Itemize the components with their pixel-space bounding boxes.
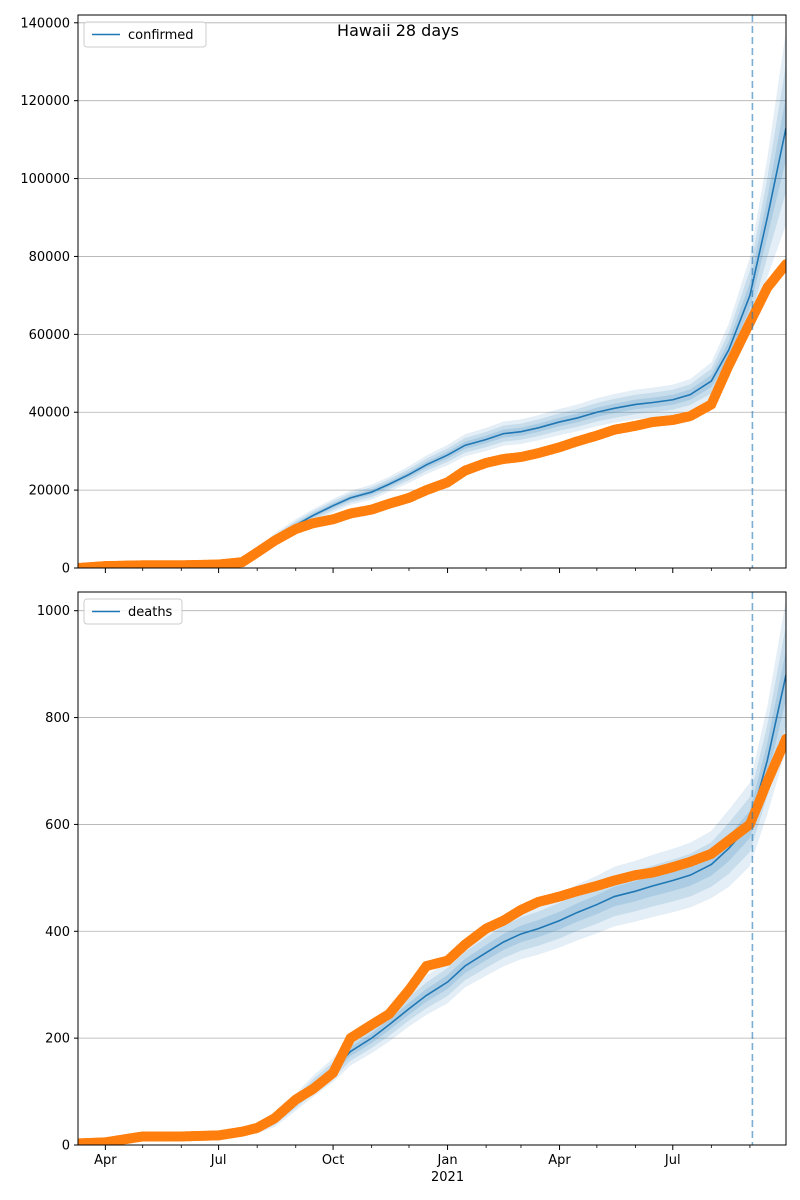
y-tick-label: 200 (45, 1032, 70, 1047)
legend-box (83, 21, 207, 48)
axes-frame (77, 591, 787, 1146)
legend: deaths (83, 598, 183, 625)
forecast-bands (78, 31, 786, 568)
confidence-band (78, 31, 786, 568)
confidence-band (78, 625, 786, 1145)
legend-label: deaths (128, 605, 173, 620)
plot-area (78, 599, 786, 1145)
y-tick-label: 400 (45, 925, 70, 940)
confidence-band (78, 95, 786, 568)
figure-title: Hawaii 28 days (337, 21, 459, 40)
y-tick-label: 0 (62, 1139, 70, 1154)
y-tick-label: 120000 (20, 94, 70, 109)
y-tick-label: 1000 (37, 604, 70, 619)
observed-series (78, 733, 786, 1145)
x-tick-label: Apr (94, 1153, 117, 1168)
x-tick-label: Jan (437, 1153, 458, 1168)
x-tick-label: Oct (322, 1153, 344, 1168)
y-tick-label: 800 (45, 711, 70, 726)
y-tick-label: 100000 (20, 172, 70, 187)
x-tick-label: Apr (548, 1153, 571, 1168)
plot-area (78, 31, 786, 568)
y-tick-label: 80000 (29, 250, 70, 265)
forecast-bands (78, 599, 786, 1145)
axes-frame (77, 14, 787, 569)
x-tick-label: Jul (210, 1153, 227, 1168)
y-tick-label: 40000 (29, 406, 70, 421)
confirmed-panel: 0 20000 40000 60000 80000 100000 120000 140000 c… (20, 14, 787, 577)
y-tick-label: 0 (62, 562, 70, 577)
confidence-band (78, 64, 786, 568)
x-year-label: 2021 (431, 1170, 464, 1185)
y-tick-label: 20000 (29, 484, 70, 499)
legend: confirmed (83, 21, 207, 48)
y-tick-label: 140000 (20, 16, 70, 31)
deaths-panel: 0 200 400 600 800 1000 Apr Jul Oct Jan 2021 Apr Jul d… (37, 591, 787, 1185)
model-line-confirmed (78, 127, 786, 568)
y-tick-label: 60000 (29, 328, 70, 343)
legend-label: confirmed (128, 28, 194, 43)
legend-box (83, 598, 183, 625)
observed-series (78, 259, 786, 568)
x-tick-label: Jul (664, 1153, 681, 1168)
observed-point (781, 733, 786, 744)
observed-point (781, 259, 786, 270)
confidence-band (78, 649, 786, 1145)
y-tick-label: 600 (45, 818, 70, 833)
